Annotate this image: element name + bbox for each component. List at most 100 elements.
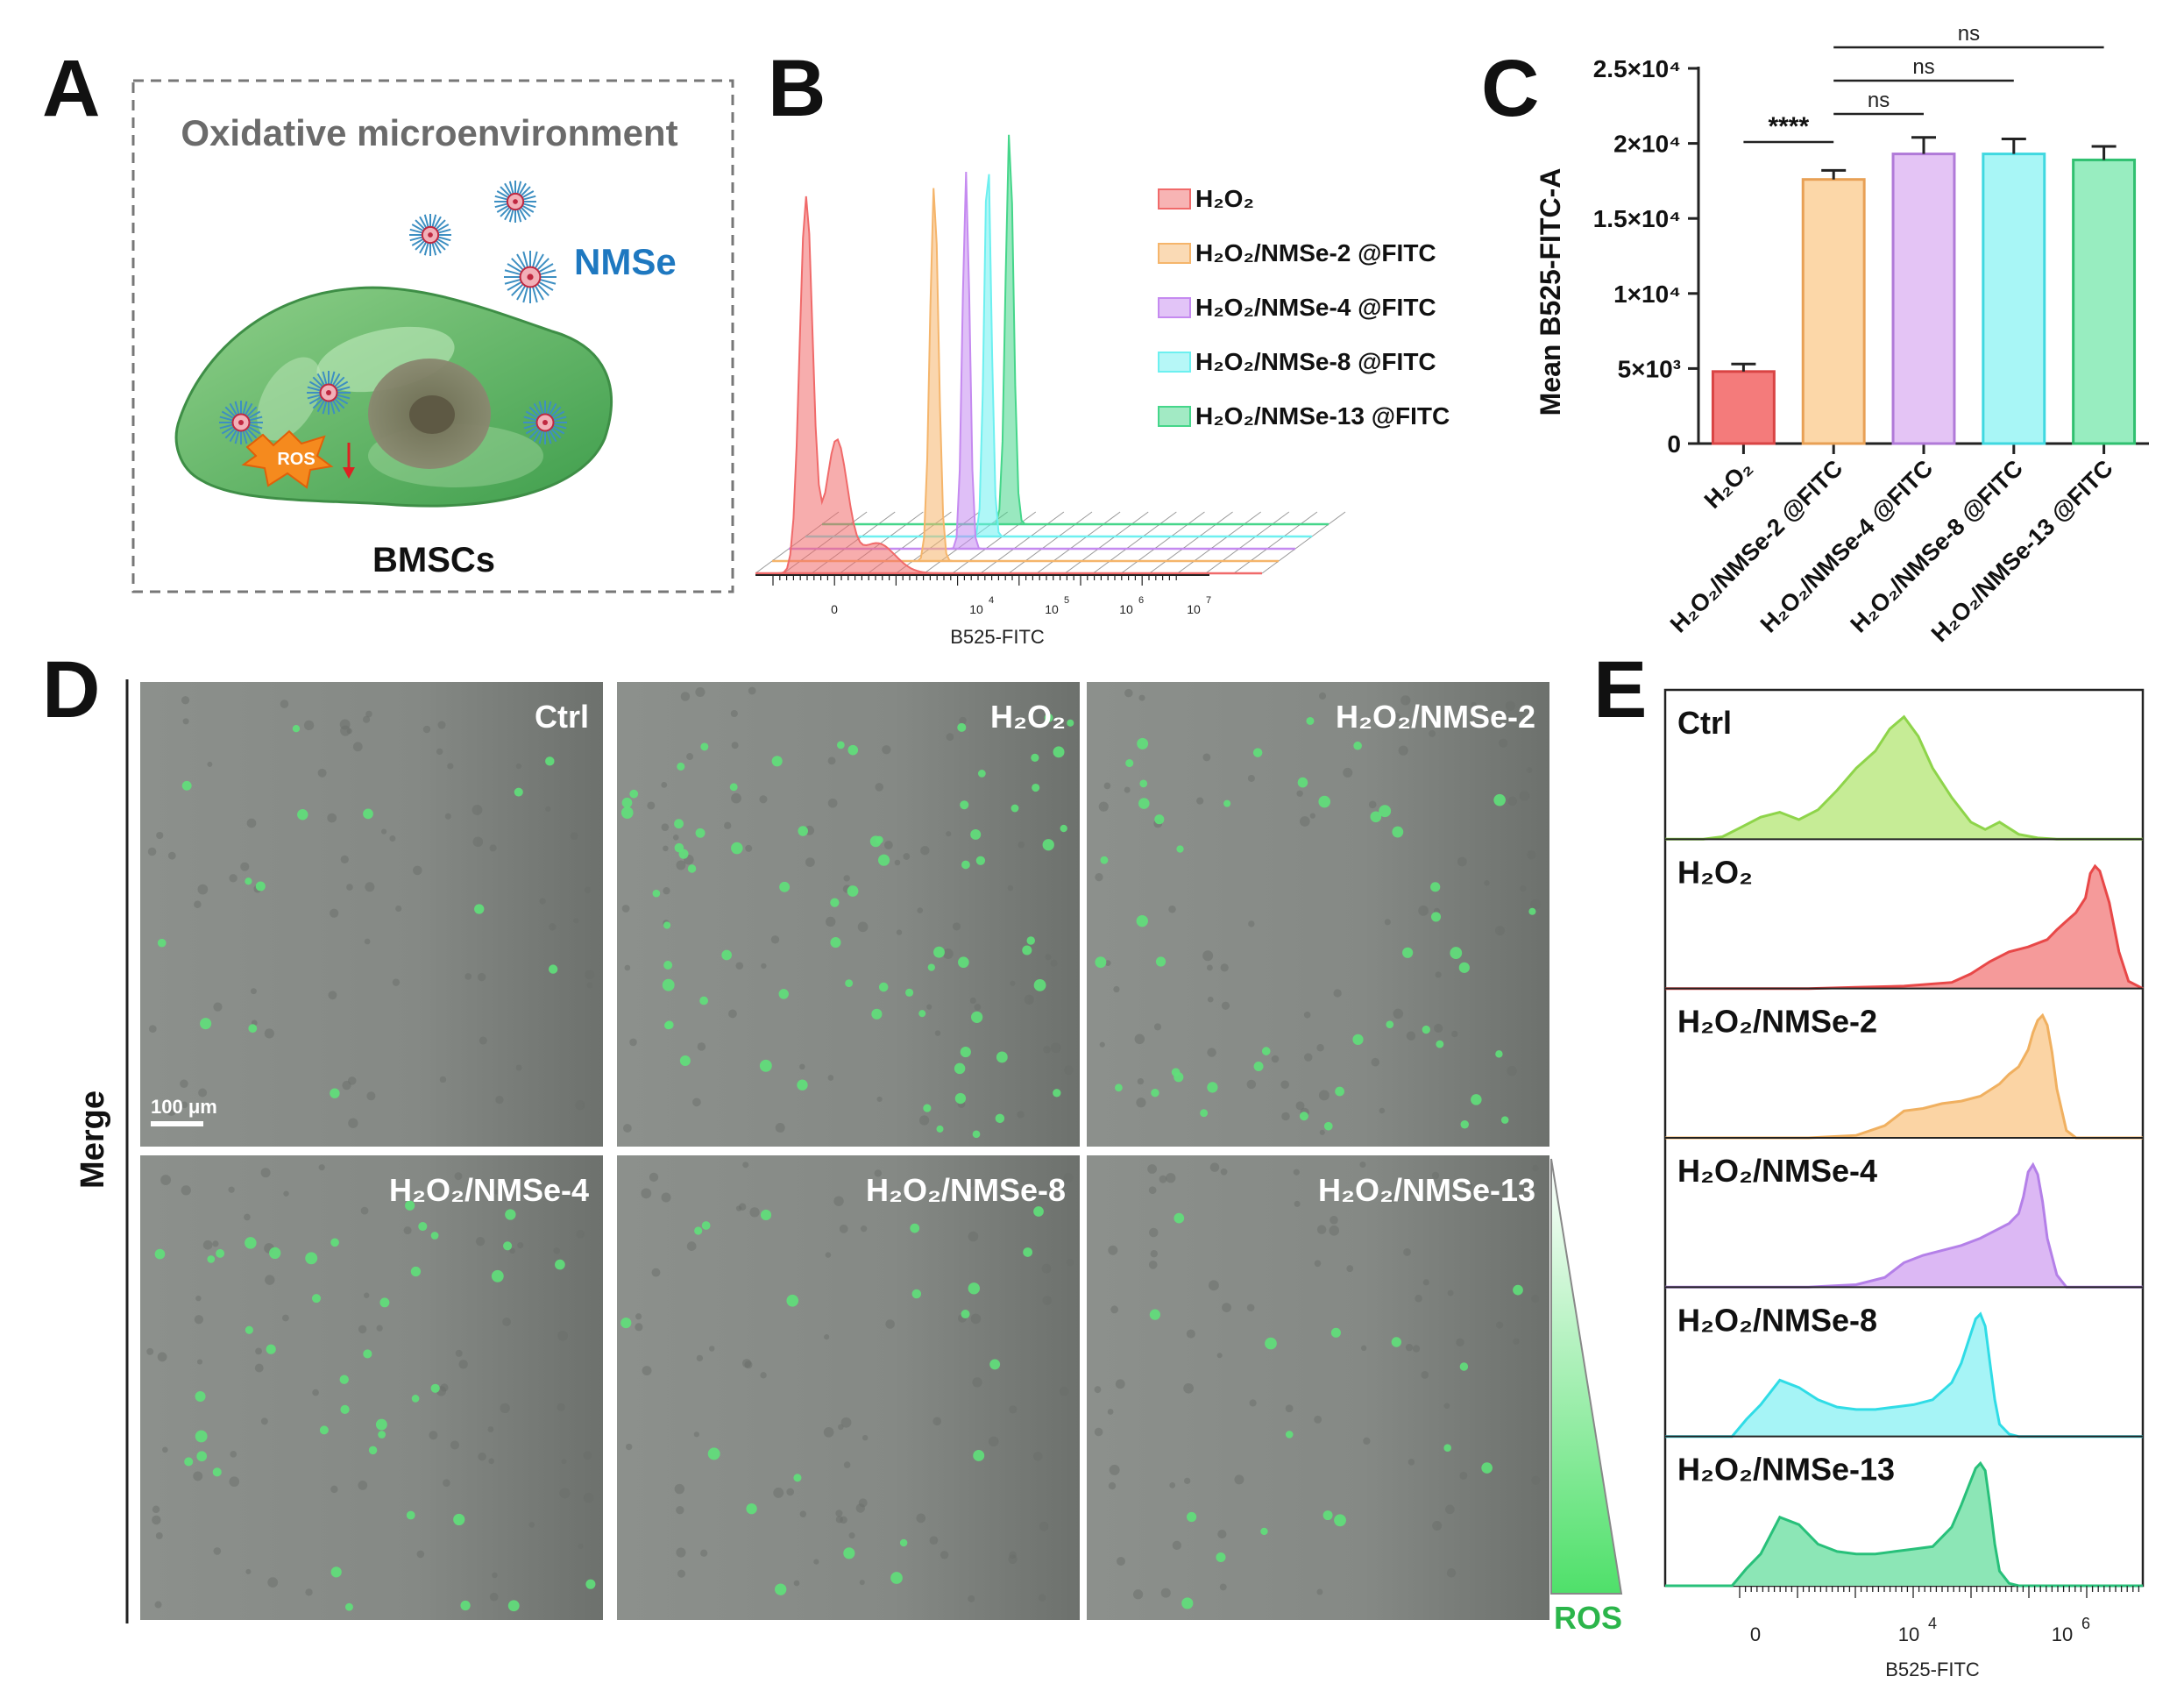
cell-shadow <box>1007 884 1014 892</box>
nanoparticle-spike <box>518 207 527 221</box>
nanoparticle-spike <box>219 423 234 430</box>
ros-positive-cell <box>491 1269 504 1282</box>
b-grid-line <box>968 548 987 562</box>
nanoparticle-spike <box>500 206 511 217</box>
down-arrow-head-icon <box>343 467 355 479</box>
cell-shadow <box>793 1580 800 1587</box>
nanoparticle-spike <box>436 236 451 242</box>
nanoparticle-spike <box>534 253 544 270</box>
cell-shadow <box>833 1196 844 1206</box>
cell-shadow <box>1527 850 1536 860</box>
ros-positive-cell <box>1095 956 1107 969</box>
cell-shadow <box>207 761 213 767</box>
nanoparticle-spike <box>552 423 567 430</box>
cell-shadow <box>946 831 952 837</box>
cell-shadow <box>1024 994 1034 1005</box>
cell-shadow <box>862 1434 869 1441</box>
ros-positive-cell <box>245 1237 257 1249</box>
ros-positive-cell <box>1334 1514 1346 1527</box>
ros-positive-cell <box>798 826 808 836</box>
cell-shadow <box>1471 701 1477 707</box>
cell-shadow <box>340 855 349 863</box>
ros-positive-cell <box>663 960 673 970</box>
cell-shadow <box>1346 1265 1354 1273</box>
micrograph-background <box>1087 1155 1549 1620</box>
ros-positive-cell <box>1299 1112 1308 1121</box>
b-legend-swatch <box>1158 188 1191 210</box>
ros-positive-cell <box>340 1404 350 1414</box>
cell-shadow <box>229 1476 240 1487</box>
cell-shadow <box>859 1580 865 1586</box>
ros-positive-cell <box>1330 1327 1341 1338</box>
ros-positive-cell <box>778 989 789 999</box>
cell-shadow <box>1136 1098 1146 1108</box>
ros-positive-cell <box>460 1600 471 1611</box>
cell-shadow <box>1329 1225 1339 1236</box>
cell-shadow <box>255 1347 262 1355</box>
cell-shadow <box>642 1366 652 1376</box>
cell-shadow <box>813 1559 819 1565</box>
cell-shadow <box>1280 1080 1289 1090</box>
cell-shadow <box>988 1436 999 1447</box>
nanoparticle-spike <box>221 410 235 420</box>
nanoparticle-spike <box>229 429 238 443</box>
e-row-label: H₂O₂ <box>1677 854 1753 890</box>
cell-shadow <box>680 692 691 701</box>
e-row-label: H₂O₂/NMSe-4 <box>1677 1153 1877 1189</box>
ros-positive-cell <box>379 1297 390 1308</box>
cell-shadow <box>1248 920 1255 927</box>
cell-shadow <box>896 929 903 935</box>
cell-shadow <box>1531 1295 1540 1304</box>
cell-shadow <box>281 1314 289 1322</box>
ros-positive-cell <box>871 1008 883 1019</box>
cell-shadow <box>553 1247 561 1254</box>
b-tick-exp: 6 <box>1138 595 1144 606</box>
cell-shadow <box>464 973 472 980</box>
cell-shadow <box>1314 1260 1322 1268</box>
cell-shadow <box>738 1203 747 1211</box>
cell-shadow <box>147 847 157 856</box>
cell-shadow <box>1530 899 1542 910</box>
cell-shadow <box>942 948 954 959</box>
b-grid-line <box>1131 511 1149 525</box>
cell-shadow <box>1421 1371 1429 1379</box>
ros-positive-cell <box>405 1200 415 1211</box>
ros-positive-cell <box>1137 737 1149 749</box>
ros-positive-cell <box>904 988 914 997</box>
cell-shadow <box>160 1175 172 1186</box>
b-tick-exp: 4 <box>989 595 994 606</box>
cell-shadow <box>926 1004 932 1010</box>
b-grid-line <box>1300 511 1318 525</box>
ros-positive-cell <box>629 789 639 799</box>
ros-positive-cell <box>196 1451 208 1462</box>
cell-shadow <box>919 1115 930 1126</box>
cell-shadow <box>700 1549 708 1557</box>
c-xtick-label: H₂O₂/NMSe-8 @FITC <box>1846 455 2028 637</box>
cell-shadow <box>303 720 315 730</box>
ros-positive-cell <box>330 1088 340 1098</box>
ros-positive-cell <box>1459 1362 1469 1371</box>
micrograph-label: H₂O₂/NMSe-4 <box>389 1172 589 1208</box>
nanoparticle-spike <box>528 406 541 418</box>
nanoparticle-spike <box>494 195 509 201</box>
ros-positive-cell <box>875 835 883 844</box>
nanoparticle-spike <box>219 416 234 422</box>
cell-shadow <box>413 865 422 876</box>
ros-positive-cell <box>731 842 743 855</box>
cell-shadow <box>365 710 372 718</box>
ros-positive-cell <box>1353 741 1362 750</box>
c-xtick-label: H₂O₂/NMSe-2 @FITC <box>1665 455 1847 637</box>
cell-shadow <box>156 831 164 840</box>
cell-shadow <box>515 1064 522 1071</box>
b-grid-line <box>1064 560 1082 574</box>
micrograph-background <box>140 1155 603 1620</box>
b-grid-line <box>1311 523 1330 537</box>
cell-shadow <box>697 1042 706 1051</box>
cell-shadow <box>748 686 756 695</box>
ros-positive-cell <box>207 1255 216 1263</box>
nanoparticle-spike <box>234 401 240 416</box>
ros-positive-cell <box>960 1046 971 1058</box>
cell-shadow <box>1134 1034 1145 1045</box>
cell-shadow <box>1318 1090 1330 1101</box>
cell-shadow <box>663 887 670 895</box>
